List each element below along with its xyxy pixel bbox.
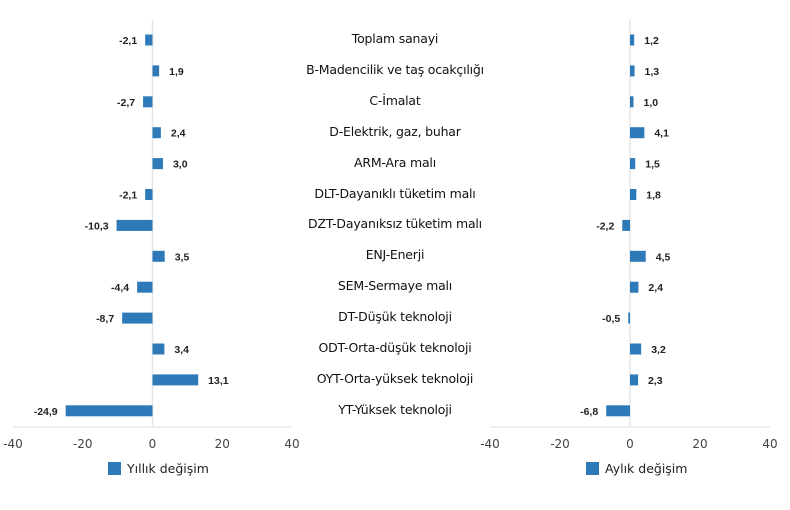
bar-aylik <box>630 127 645 139</box>
bar-yillik <box>152 65 160 77</box>
bar-aylik <box>630 65 635 77</box>
category-label: DLT-Dayanıklı tüketim malı <box>314 185 476 201</box>
bar-yillik <box>152 374 199 386</box>
x-tick-label-aylik: 40 <box>762 437 777 451</box>
x-tick-label-yillik: 0 <box>149 437 157 451</box>
category-label: SEM-Sermaye malı <box>337 278 453 294</box>
x-tick-label-aylik: 0 <box>626 437 634 451</box>
x-tick-label-aylik: -40 <box>480 437 500 451</box>
data-label-yillik: -2,7 <box>117 97 135 109</box>
legend-label-aylik: Aylık değişim <box>605 461 688 476</box>
bar-yillik <box>145 34 153 46</box>
data-label-aylik: 4,1 <box>654 128 669 140</box>
category-label: DT-Düşük teknoloji <box>338 309 452 325</box>
data-label-aylik: -6,8 <box>580 406 598 418</box>
data-label-yillik: 13,1 <box>208 375 229 387</box>
x-tick-label-aylik: 20 <box>692 437 707 451</box>
bar-yillik <box>122 312 153 324</box>
data-label-aylik: 1,0 <box>644 97 659 109</box>
bar-aylik <box>630 250 646 262</box>
x-tick-label-aylik: -20 <box>550 437 570 451</box>
data-label-yillik: 1,9 <box>169 66 184 78</box>
category-label: B-Madencilik ve taş ocakçılığı <box>306 61 484 77</box>
data-label-yillik: 3,0 <box>173 159 188 171</box>
category-label: D-Elektrik, gaz, buhar <box>329 123 461 139</box>
data-label-yillik: -2,1 <box>119 35 137 47</box>
data-label-yillik: -4,4 <box>111 282 129 294</box>
category-label: C-İmalat <box>369 92 421 108</box>
data-label-aylik: 1,2 <box>644 35 659 47</box>
bar-yillik <box>145 189 153 200</box>
x-tick-label-yillik: -40 <box>3 437 23 451</box>
data-label-yillik: -24,9 <box>34 406 58 418</box>
data-label-aylik: -2,2 <box>596 220 614 232</box>
legend-label-yillik: Yıllık değişim <box>127 461 209 476</box>
data-label-yillik: -8,7 <box>96 313 114 325</box>
data-label-aylik: 1,3 <box>645 66 660 78</box>
data-label-yillik: 2,4 <box>171 128 186 140</box>
bar-aylik <box>630 189 637 200</box>
category-label: ENJ-Enerji <box>365 247 425 263</box>
data-label-aylik: 2,4 <box>648 282 663 294</box>
data-label-aylik: 4,5 <box>656 251 671 263</box>
bar-aylik <box>630 343 642 355</box>
bar-aylik <box>606 405 630 417</box>
data-label-aylik: 2,3 <box>648 375 663 387</box>
bar-yillik <box>65 405 153 417</box>
category-label: YT-Yüksek teknoloji <box>338 401 452 417</box>
data-label-aylik: 1,5 <box>645 159 660 171</box>
bar-aylik <box>630 34 635 46</box>
bar-aylik <box>628 312 630 324</box>
bar-yillik <box>152 127 161 139</box>
data-label-aylik: 1,8 <box>646 190 661 202</box>
data-label-yillik: -10,3 <box>85 220 109 232</box>
x-tick-label-yillik: 40 <box>284 437 299 451</box>
bar-aylik <box>630 281 639 293</box>
legend-right: Aylık değişim <box>586 461 687 476</box>
bar-yillik <box>143 96 153 108</box>
bar-aylik <box>622 219 630 231</box>
legend-swatch-aylik <box>586 462 599 475</box>
data-label-yillik: -2,1 <box>119 190 137 202</box>
legend-swatch-yillik <box>108 462 121 475</box>
category-label: ODT-Orta-düşük teknoloji <box>318 340 472 355</box>
bar-aylik <box>630 374 639 386</box>
category-label: Toplam sanayi <box>351 31 439 46</box>
bar-yillik <box>152 158 163 170</box>
legend-left: Yıllık değişim <box>108 461 209 476</box>
bar-yillik <box>152 250 165 262</box>
bar-yillik <box>116 219 153 231</box>
x-tick-label-yillik: -20 <box>73 437 93 451</box>
bar-aylik <box>630 96 634 108</box>
data-label-yillik: 3,5 <box>175 251 190 263</box>
category-label: ARM-Ara malı <box>354 154 436 170</box>
category-label: OYT-Orta-yüksek teknoloji <box>316 370 474 386</box>
bar-yillik <box>152 343 165 355</box>
x-tick-label-yillik: 20 <box>215 437 230 451</box>
data-label-aylik: 3,2 <box>651 344 666 356</box>
data-label-aylik: -0,5 <box>602 313 620 325</box>
category-label: DZT-Dayanıksız tüketim malı <box>308 216 482 232</box>
data-label-yillik: 3,4 <box>174 344 189 356</box>
bar-yillik <box>137 281 153 293</box>
bar-aylik <box>630 158 636 170</box>
